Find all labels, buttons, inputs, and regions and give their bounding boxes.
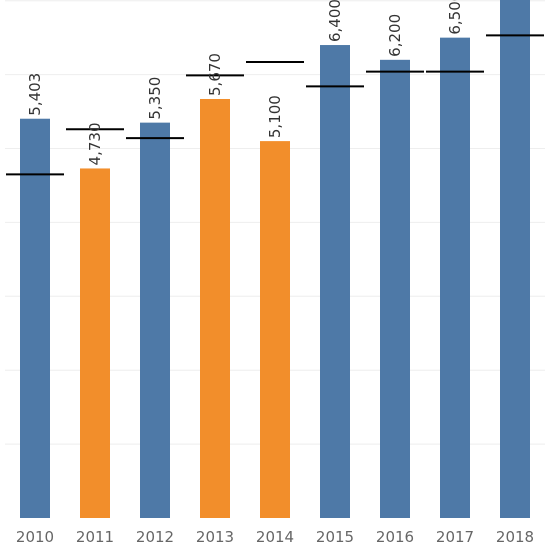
data-label-2016: 6,200 (386, 14, 404, 57)
bar-2012 (140, 122, 170, 518)
x-tick-2014: 2014 (256, 528, 294, 546)
x-tick-2011: 2011 (76, 528, 114, 546)
bar-2011 (80, 168, 110, 518)
reference-lines (6, 34, 544, 176)
x-tick-2013: 2013 (196, 528, 234, 546)
data-label-2015: 6,400 (326, 0, 344, 42)
data-labels: 5,403 4,730 5,350 5,670 5,100 6,400 6,200 6,500 (26, 0, 464, 165)
data-label-2012: 5,350 (146, 77, 164, 120)
bar-2015 (320, 45, 350, 518)
bar-2018 (500, 0, 530, 519)
bar-2010 (20, 118, 50, 519)
x-axis-ticks: 2010 2011 2012 2013 2014 2015 2016 2017 2018 (16, 528, 534, 546)
data-label-2010: 5,403 (26, 73, 44, 116)
bar-2016 (380, 59, 410, 518)
data-label-2014: 5,100 (266, 95, 284, 138)
x-tick-2016: 2016 (376, 528, 414, 546)
x-tick-2015: 2015 (316, 528, 354, 546)
bar-2014 (260, 141, 290, 519)
x-tick-2017: 2017 (436, 528, 474, 546)
data-label-2013: 5,670 (206, 53, 224, 96)
bars (20, 0, 530, 519)
bar-2013 (200, 98, 230, 518)
x-tick-2012: 2012 (136, 528, 174, 546)
bar-2017 (440, 37, 470, 519)
data-label-2011: 4,730 (86, 122, 104, 165)
x-tick-2018: 2018 (496, 528, 534, 546)
data-label-2017: 6,500 (446, 0, 464, 35)
x-tick-2010: 2010 (16, 528, 54, 546)
